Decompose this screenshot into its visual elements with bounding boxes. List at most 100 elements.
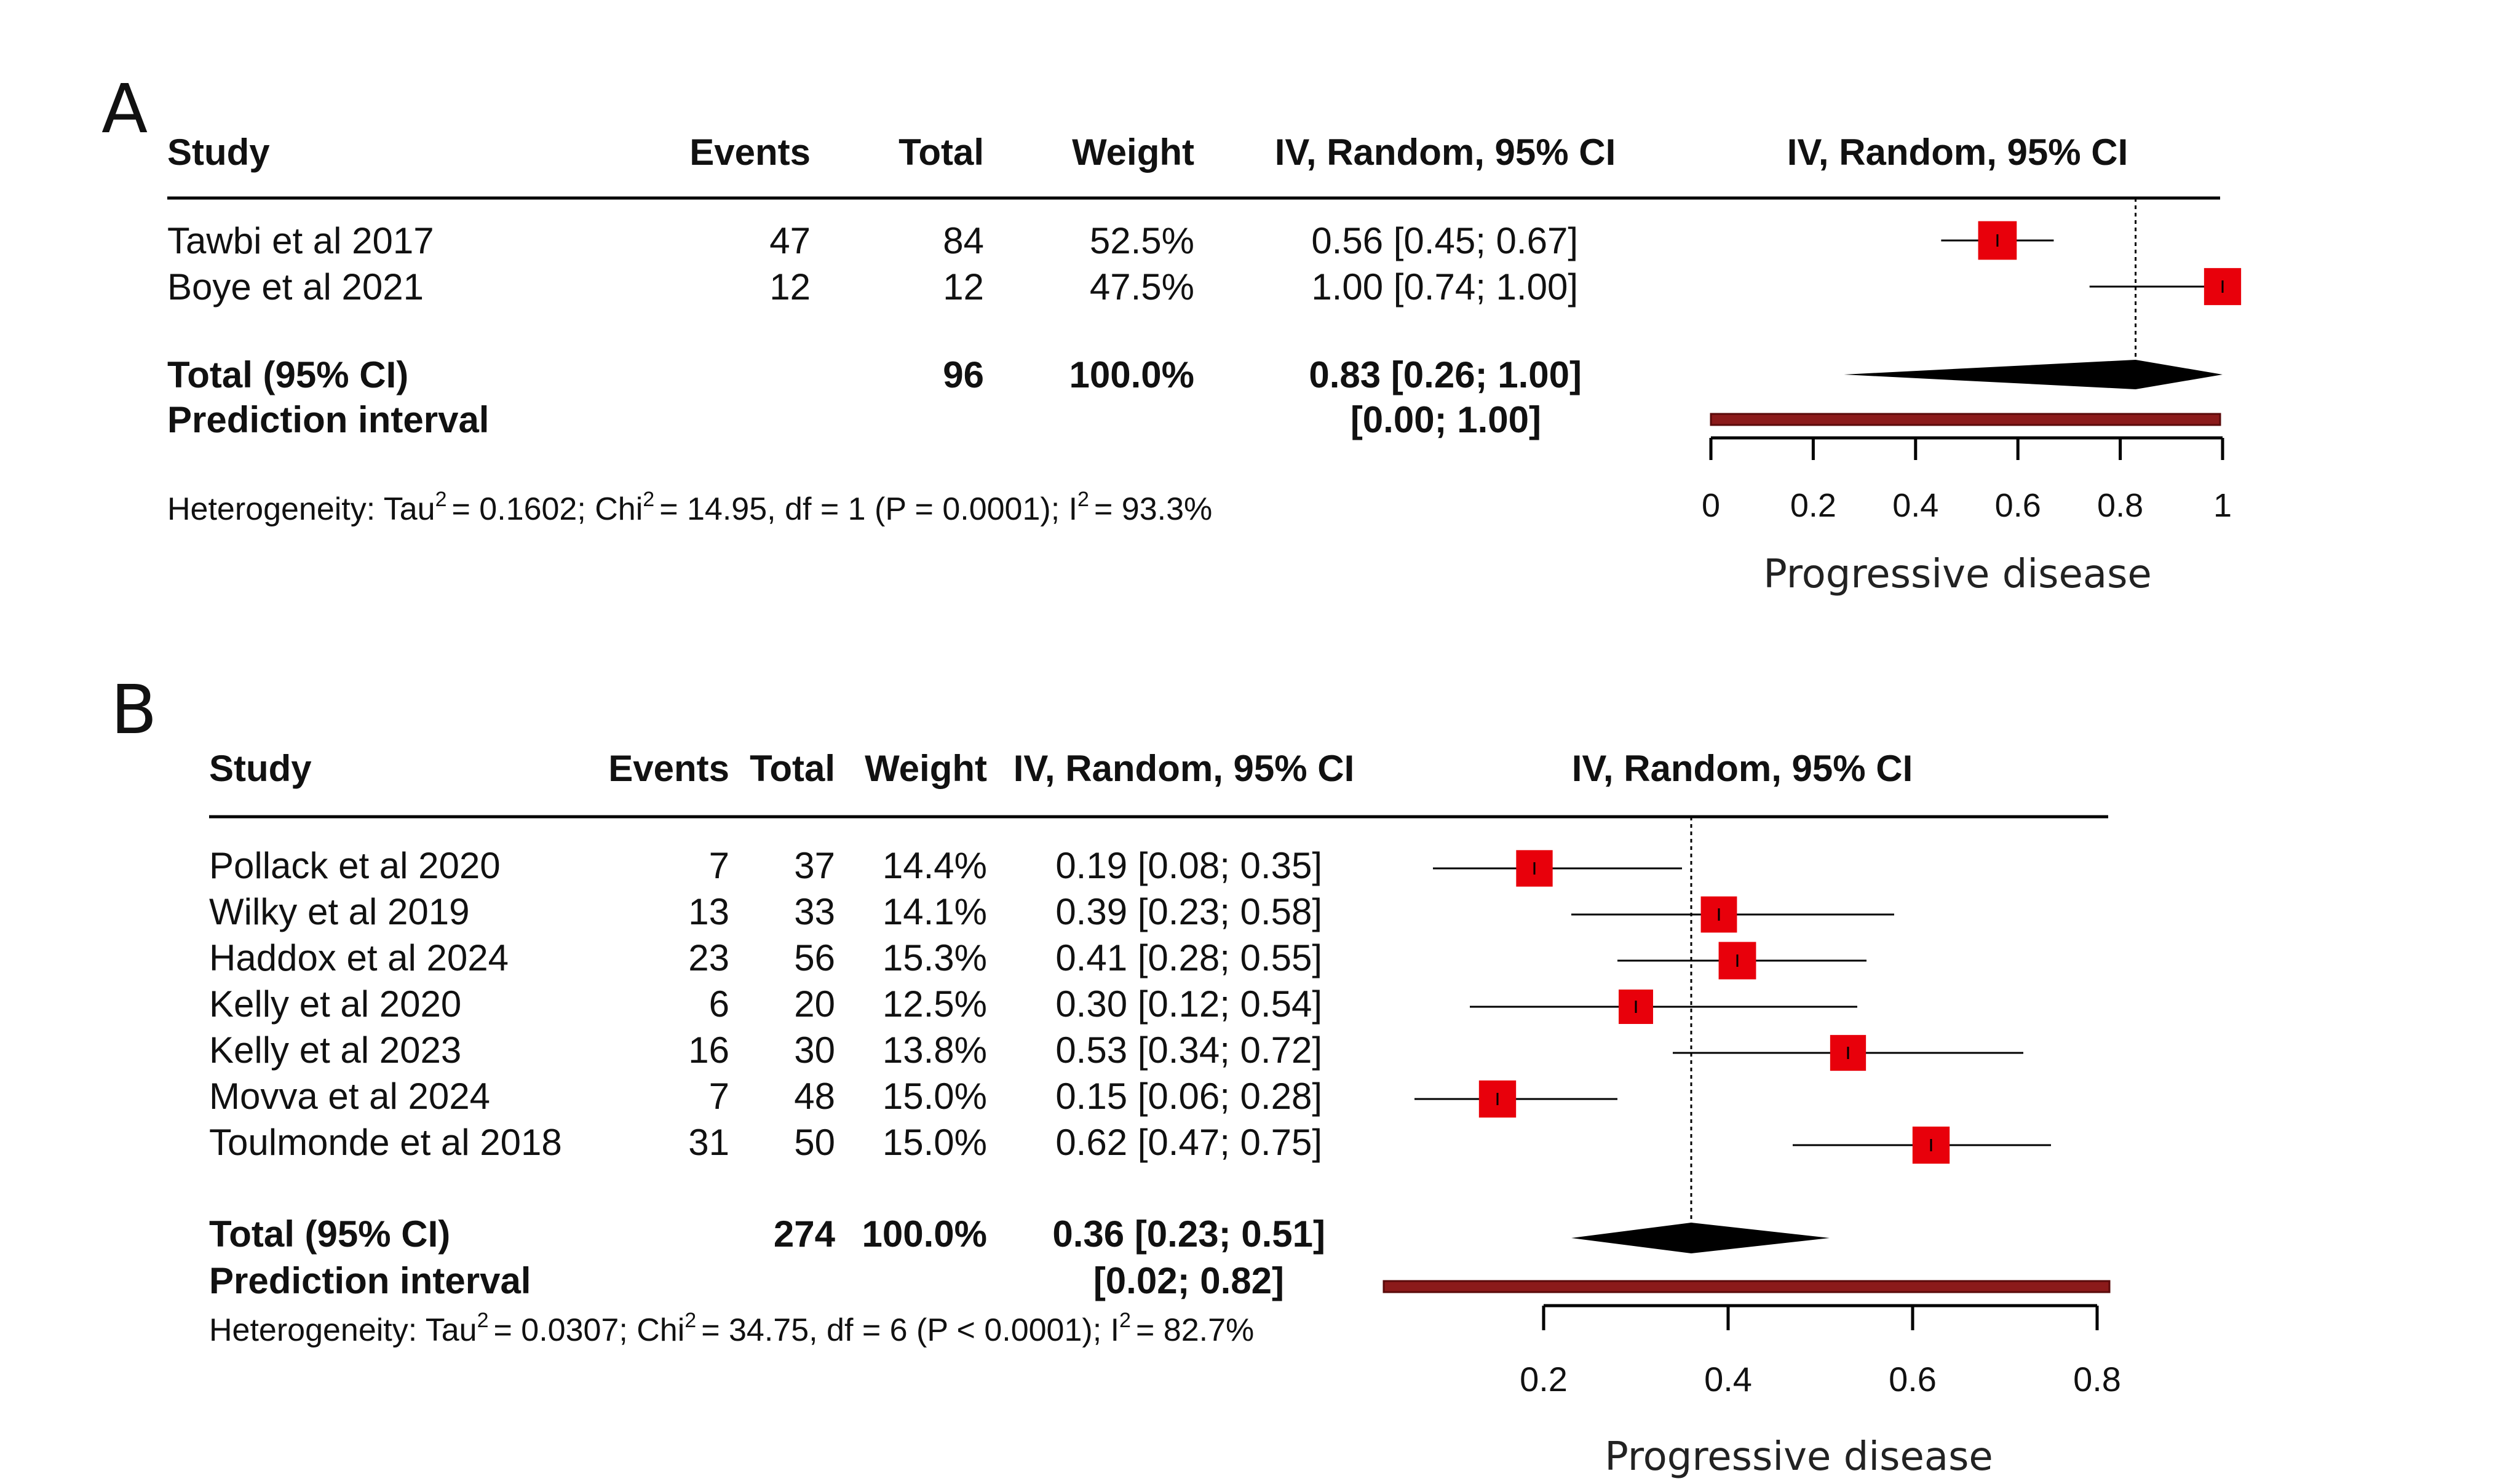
panel-b-total-n: 274	[774, 1213, 836, 1255]
panel-b-header-weight: Weight	[865, 748, 987, 789]
panel-a-study-name: Boye et al 2021	[167, 266, 424, 308]
panel-b-prediction-label: Prediction interval	[209, 1260, 531, 1301]
panel-b-study-name: Toulmonde et al 2018	[209, 1122, 562, 1163]
panel-b-axis-title: Progressive disease	[1605, 1434, 1993, 1480]
panel-b-row: Haddox et al 2024 23 56 15.3% 0.41 [0.28…	[209, 937, 1322, 978]
x-axis-tick-label: 0.8	[2073, 1360, 2121, 1399]
panel-b-study-ci: 0.19 [0.08; 0.35]	[1055, 845, 1322, 886]
panel-a-header-total: Total	[899, 132, 984, 173]
panel-b-study-total: 56	[794, 937, 835, 978]
panel-a-study-name: Tawbi et al 2017	[167, 220, 434, 261]
panel-b: B Study Events Total Weight IV, Random, …	[111, 670, 2121, 1480]
panel-b-study-events: 7	[709, 1076, 729, 1117]
panel-b-study-total: 37	[794, 845, 835, 886]
panel-b-study-events: 13	[688, 891, 729, 932]
x-axis-tick-label: 0.8	[2097, 487, 2143, 524]
panel-b-letter: B	[111, 670, 157, 749]
panel-b-total-weight: 100.0%	[862, 1213, 988, 1255]
panel-a-total-n: 96	[943, 354, 984, 395]
panel-b-study-weight: 15.3%	[883, 937, 987, 978]
panel-b-study-name: Kelly et al 2023	[209, 1030, 461, 1071]
x-axis-tick-label: 0.6	[1889, 1360, 1937, 1399]
panel-b-row: Pollack et al 2020 7 37 14.4% 0.19 [0.08…	[209, 845, 1322, 886]
panel-b-study-ci: 0.62 [0.47; 0.75]	[1055, 1122, 1322, 1163]
panel-a-study-ci: 1.00 [0.74; 1.00]	[1311, 266, 1578, 308]
panel-a-header-weight: Weight	[1072, 132, 1194, 173]
panel-b-study-events: 23	[688, 937, 729, 978]
panel-b-study-weight: 14.1%	[883, 891, 987, 932]
x-axis-tick-label: 0.2	[1520, 1360, 1568, 1399]
x-axis-tick-label: 1	[2213, 487, 2232, 524]
panel-a-header-study: Study	[167, 132, 270, 173]
panel-a-header-ci: IV, Random, 95% CI	[1275, 132, 1616, 173]
panel-b-study-events: 6	[709, 983, 729, 1025]
panel-b-study-weight: 14.4%	[883, 845, 987, 886]
panel-b-study-events: 31	[688, 1122, 729, 1163]
x-axis-tick-label: 0.4	[1892, 487, 1938, 524]
panel-a-total-ci: 0.83 [0.26; 1.00]	[1309, 354, 1582, 395]
x-axis-tick-label: 0.2	[1790, 487, 1836, 524]
panel-b-study-name: Kelly et al 2020	[209, 983, 461, 1025]
pooled-diamond	[1844, 360, 2223, 389]
x-axis-tick-label: 0.6	[1995, 487, 2041, 524]
panel-a-heterogeneity: Heterogeneity: Tau2 = 0.1602; Chi2 = 14.95…	[167, 488, 1212, 527]
panel-b-study-total: 48	[794, 1076, 835, 1117]
panel-b-study-total: 20	[794, 983, 835, 1025]
panel-b-total-label: Total (95% CI)	[209, 1213, 450, 1255]
panel-b-study-ci: 0.39 [0.23; 0.58]	[1055, 891, 1322, 932]
panel-b-header-study: Study	[209, 748, 312, 789]
panel-a-prediction-ci: [0.00; 1.00]	[1351, 399, 1541, 440]
panel-b-row: Kelly et al 2023 16 30 13.8% 0.53 [0.34;…	[209, 1030, 1322, 1071]
panel-a-row: Boye et al 2021 12 12 47.5% 1.00 [0.74; …	[167, 266, 1578, 308]
prediction-interval-bar	[1382, 1280, 2111, 1293]
panel-a-study-events: 12	[769, 266, 811, 308]
panel-b-study-weight: 15.0%	[883, 1122, 987, 1163]
panel-b-study-name: Wilky et al 2019	[209, 891, 470, 932]
panel-a-header-plot: IV, Random, 95% CI	[1787, 132, 2128, 173]
panel-b-study-name: Haddox et al 2024	[209, 937, 509, 978]
panel-b-header-ci: IV, Random, 95% CI	[1014, 748, 1355, 789]
panel-a-study-ci: 0.56 [0.45; 0.67]	[1311, 220, 1578, 261]
panel-a-axis-title: Progressive disease	[1763, 552, 2152, 597]
panel-a: A Study Events Total Weight IV, Random, …	[101, 69, 2242, 597]
panel-b-prediction-ci: [0.02; 0.82]	[1093, 1260, 1284, 1301]
x-axis-tick-label: 0	[1702, 487, 1720, 524]
panel-b-row: Kelly et al 2020 6 20 12.5% 0.30 [0.12; …	[209, 983, 1322, 1025]
pooled-diamond	[1571, 1223, 1830, 1253]
panel-a-study-events: 47	[769, 220, 811, 261]
panel-a-total-label: Total (95% CI)	[167, 354, 408, 395]
panel-a-study-weight: 52.5%	[1090, 220, 1194, 261]
panel-b-study-total: 30	[794, 1030, 835, 1071]
panel-a-prediction-label: Prediction interval	[167, 399, 489, 440]
panel-b-study-weight: 13.8%	[883, 1030, 987, 1071]
panel-b-study-ci: 0.41 [0.28; 0.55]	[1055, 937, 1322, 978]
panel-b-heterogeneity: Heterogeneity: Tau2 = 0.0307; Chi2 = 34.75…	[209, 1309, 1254, 1348]
panel-b-header-total: Total	[750, 748, 835, 789]
x-axis-tick-label: 0.4	[1704, 1360, 1752, 1399]
panel-a-row: Tawbi et al 2017 47 84 52.5% 0.56 [0.45;…	[167, 220, 1578, 261]
panel-a-letter: A	[101, 69, 148, 148]
panel-a-plot: 0 0.2 0.4 0.6 0.8 1	[1702, 198, 2242, 524]
panel-b-study-total: 33	[794, 891, 835, 932]
panel-b-study-events: 16	[688, 1030, 729, 1071]
panel-a-study-total: 12	[943, 266, 984, 308]
prediction-interval-bar	[1710, 413, 2221, 426]
panel-a-total-weight: 100.0%	[1069, 354, 1195, 395]
panel-a-study-weight: 47.5%	[1090, 266, 1194, 308]
panel-b-header-events: Events	[608, 748, 729, 789]
panel-a-header-events: Events	[689, 132, 811, 173]
panel-b-study-ci: 0.15 [0.06; 0.28]	[1055, 1076, 1322, 1117]
panel-b-plot: 0.2 0.4 0.6 0.8	[1382, 817, 2121, 1399]
panel-b-row: Wilky et al 2019 13 33 14.1% 0.39 [0.23;…	[209, 891, 1322, 932]
panel-b-row: Movva et al 2024 7 48 15.0% 0.15 [0.06; …	[209, 1076, 1322, 1117]
panel-a-study-total: 84	[943, 220, 984, 261]
panel-b-row: Toulmonde et al 2018 31 50 15.0% 0.62 [0…	[209, 1122, 1322, 1163]
panel-b-study-total: 50	[794, 1122, 835, 1163]
panel-b-study-weight: 12.5%	[883, 983, 987, 1025]
panel-b-study-events: 7	[709, 845, 729, 886]
panel-b-header-plot: IV, Random, 95% CI	[1572, 748, 1913, 789]
panel-b-study-name: Pollack et al 2020	[209, 845, 501, 886]
panel-b-study-name: Movva et al 2024	[209, 1076, 490, 1117]
